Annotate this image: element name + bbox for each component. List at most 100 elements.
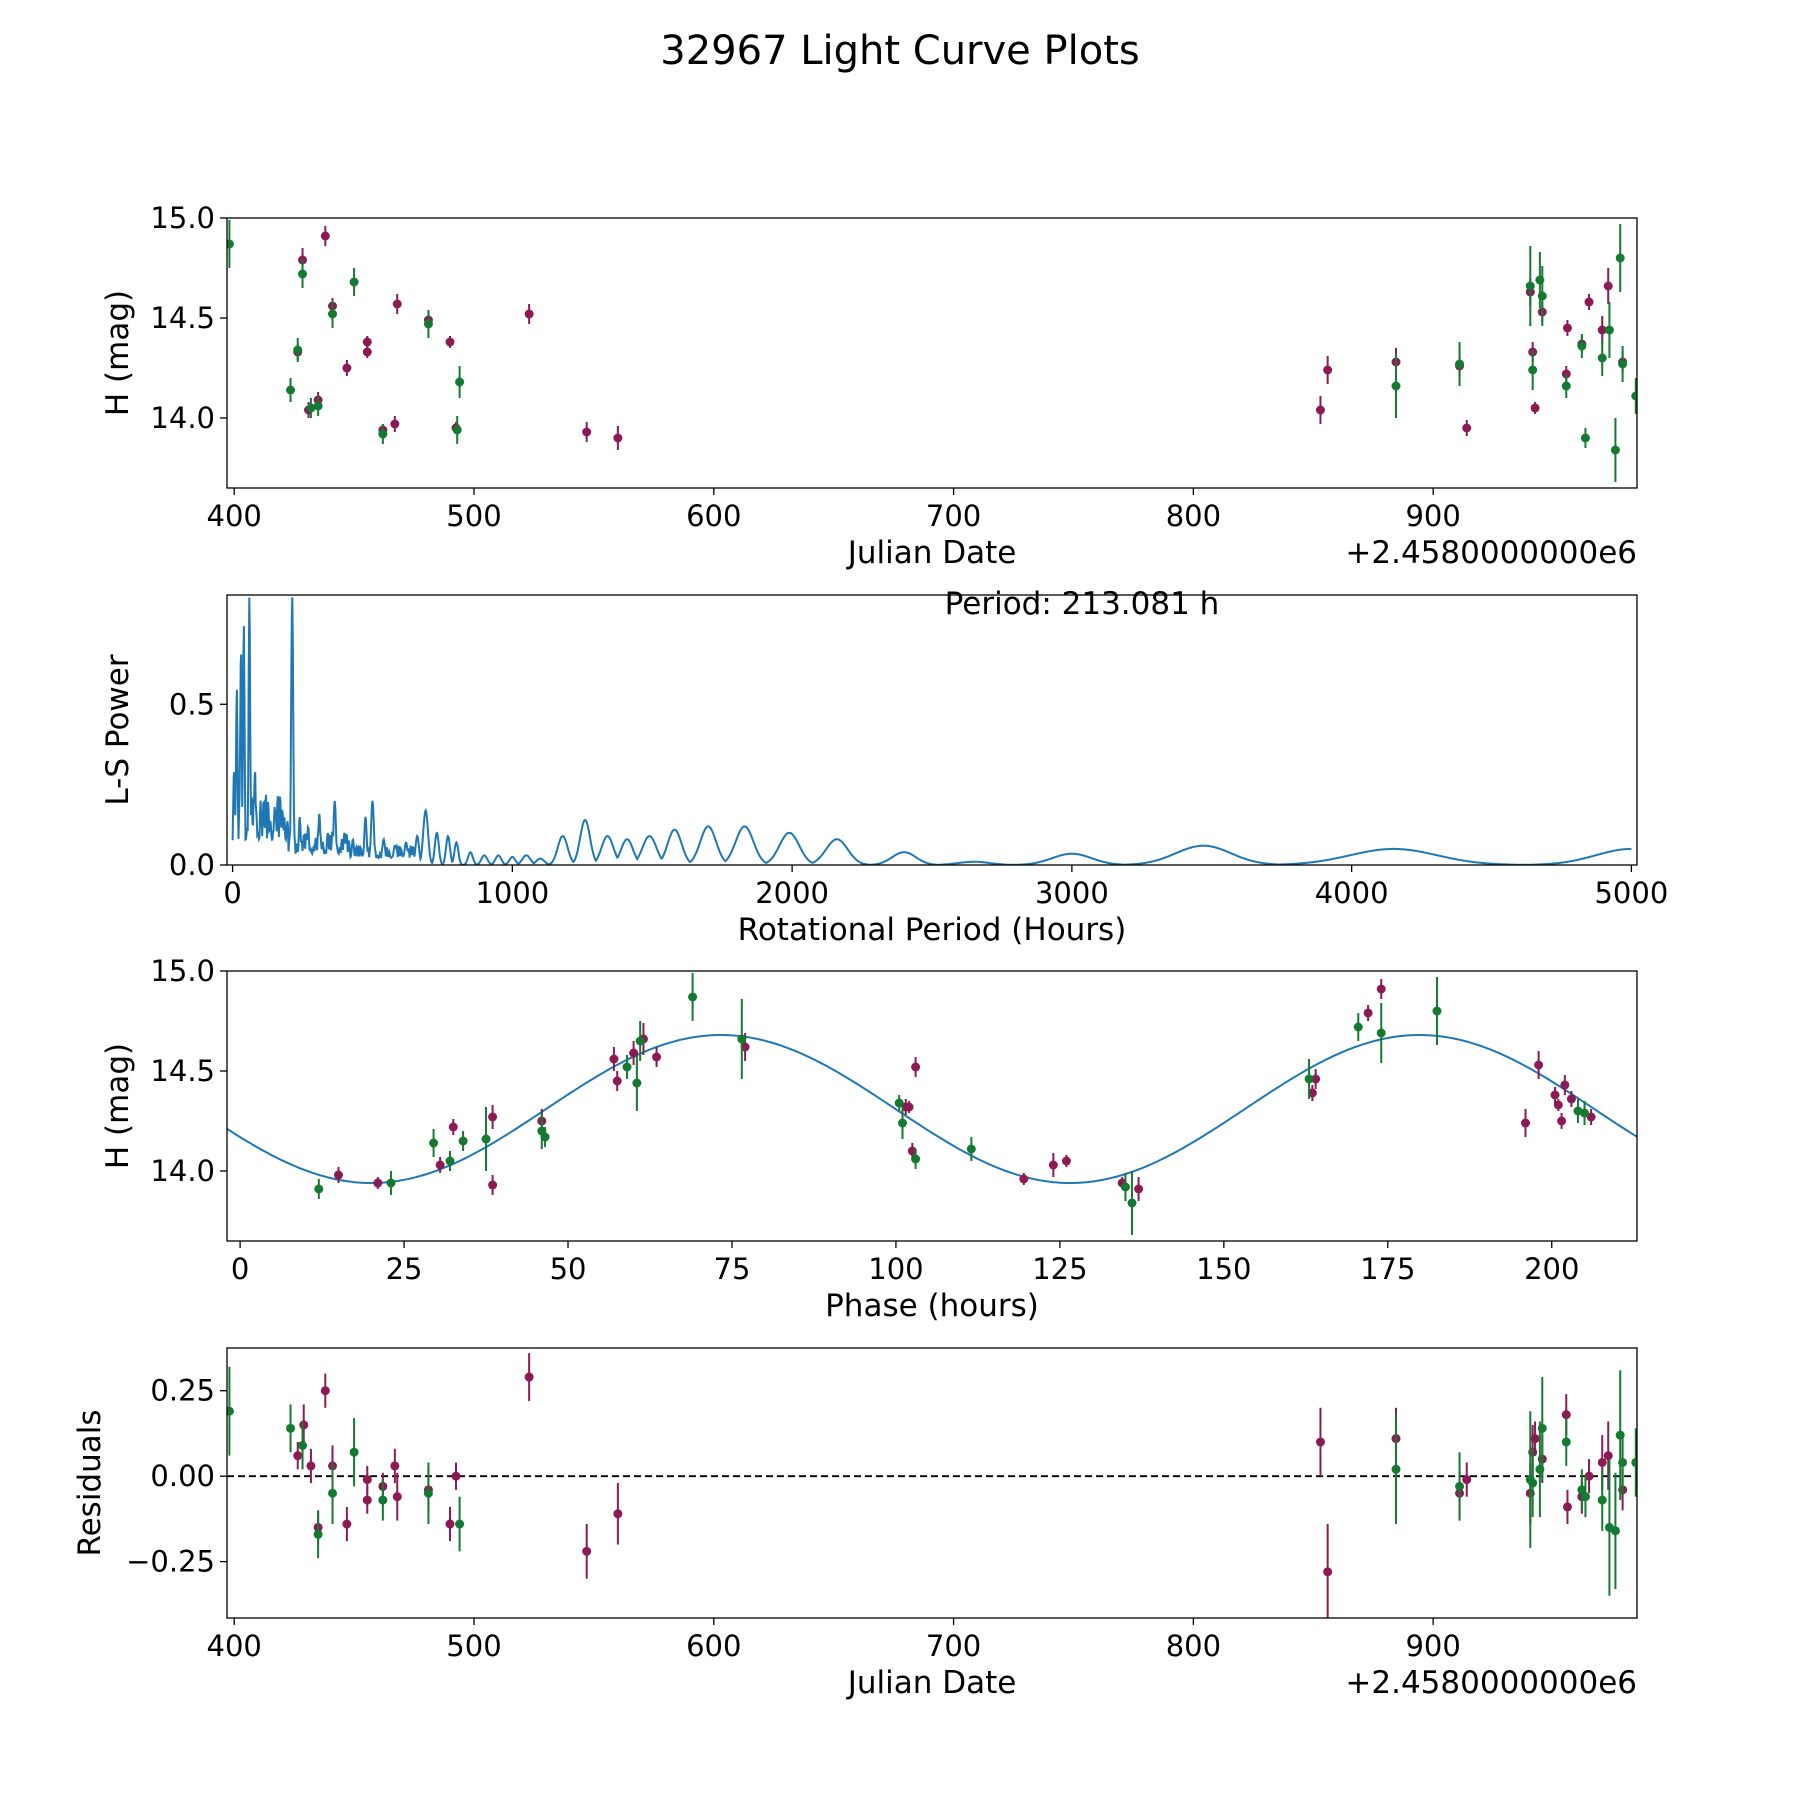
point-marker — [1537, 1423, 1547, 1433]
point-marker — [320, 1386, 330, 1396]
point-marker — [293, 1451, 303, 1461]
point-marker — [1432, 1006, 1442, 1016]
plot-area-periodogram — [231, 597, 1632, 865]
data-point — [1462, 1462, 1472, 1497]
point-marker — [448, 1122, 458, 1132]
point-marker — [894, 1098, 904, 1108]
x-tick-label: 200 — [1524, 1252, 1579, 1286]
data-point — [306, 1448, 316, 1483]
point-marker — [635, 1036, 645, 1046]
data-point — [1061, 1155, 1071, 1167]
point-marker — [1561, 1437, 1571, 1447]
x-tick-label: 4000 — [1315, 876, 1389, 910]
point-marker — [1376, 984, 1386, 994]
point-marker — [1353, 1022, 1363, 1032]
point-marker — [688, 992, 698, 1002]
data-point — [390, 1448, 400, 1483]
series-band-2 — [314, 973, 1590, 1235]
data-point — [1631, 378, 1637, 414]
point-marker — [1584, 297, 1594, 307]
point-marker — [1127, 1198, 1137, 1208]
point-marker — [1618, 1457, 1628, 1467]
data-point — [1580, 1476, 1590, 1518]
point-marker — [373, 1178, 383, 1188]
data-point — [1521, 1109, 1531, 1137]
point-marker — [1597, 353, 1607, 363]
panel-lightcurve: 400 500 600 700 800 900 14.0 14.5 15.0 Julian Dat… — [100, 201, 1638, 571]
data-point — [458, 1131, 468, 1151]
point-marker — [582, 1546, 592, 1556]
point-marker — [1134, 1184, 1144, 1194]
point-marker — [455, 1519, 465, 1529]
data-point — [362, 1465, 372, 1494]
point-marker — [1537, 291, 1547, 301]
data-point — [386, 1171, 396, 1195]
data-point — [342, 360, 352, 376]
x-tick-label: 5000 — [1594, 876, 1668, 910]
plot-area-phased — [227, 973, 1637, 1235]
point-marker — [524, 309, 534, 319]
point-marker — [1391, 1464, 1401, 1474]
point-marker — [298, 1440, 308, 1450]
data-point — [1120, 1173, 1130, 1201]
point-marker — [392, 299, 402, 309]
data-point — [1534, 1051, 1544, 1079]
data-point — [1577, 1469, 1587, 1511]
point-marker — [488, 1180, 498, 1190]
data-point — [298, 260, 308, 288]
point-marker — [1455, 359, 1465, 369]
data-point — [612, 1071, 622, 1091]
x-tick-label: 400 — [207, 499, 262, 533]
x-tick-label: 600 — [686, 1629, 741, 1663]
x-tick-label: 400 — [207, 1629, 262, 1663]
data-point — [392, 294, 402, 314]
data-point — [652, 1047, 662, 1067]
data-point — [286, 378, 296, 402]
point-marker — [1631, 391, 1637, 401]
point-marker — [613, 1509, 623, 1519]
point-marker — [1048, 1160, 1058, 1170]
point-marker — [1462, 1475, 1472, 1485]
data-point — [524, 1353, 534, 1401]
data-point — [1391, 354, 1401, 418]
point-marker — [1323, 365, 1333, 375]
point-marker — [488, 1112, 498, 1122]
data-point — [1615, 224, 1625, 292]
point-marker — [911, 1062, 921, 1072]
data-point — [293, 1441, 303, 1470]
point-marker — [328, 1488, 338, 1498]
x-tick-label: 3000 — [1035, 876, 1109, 910]
x-tick-label: 700 — [926, 499, 981, 533]
point-marker — [386, 1178, 396, 1188]
data-point — [1610, 418, 1620, 482]
data-point — [392, 1472, 402, 1521]
data-point — [1323, 1524, 1333, 1618]
data-point — [299, 1404, 309, 1446]
data-point — [293, 338, 303, 362]
point-marker — [306, 1461, 316, 1471]
point-marker — [1315, 405, 1325, 415]
point-marker — [392, 1492, 402, 1502]
point-marker — [524, 1372, 534, 1382]
point-marker — [1610, 1526, 1620, 1536]
model-fit-curve — [227, 1034, 1637, 1184]
point-marker — [622, 1062, 632, 1072]
data-point — [1127, 1171, 1137, 1235]
data-point — [1530, 402, 1540, 414]
data-point — [1584, 1459, 1594, 1494]
data-point — [1048, 1153, 1058, 1177]
x-tick-label: 50 — [550, 1252, 587, 1286]
data-point — [966, 1137, 976, 1161]
x-tick-label: 800 — [1166, 499, 1221, 533]
y-tick-label: 0.00 — [150, 1459, 215, 1493]
data-point — [227, 220, 234, 268]
data-point — [635, 1021, 645, 1061]
series-band-1 — [293, 1353, 1628, 1618]
point-marker — [1363, 1008, 1373, 1018]
point-marker — [966, 1144, 976, 1154]
data-point — [1557, 1113, 1567, 1129]
data-point — [1597, 1469, 1607, 1531]
point-marker — [286, 1423, 296, 1433]
data-point — [227, 1366, 234, 1456]
x-axis-label: Julian Date — [846, 535, 1017, 571]
